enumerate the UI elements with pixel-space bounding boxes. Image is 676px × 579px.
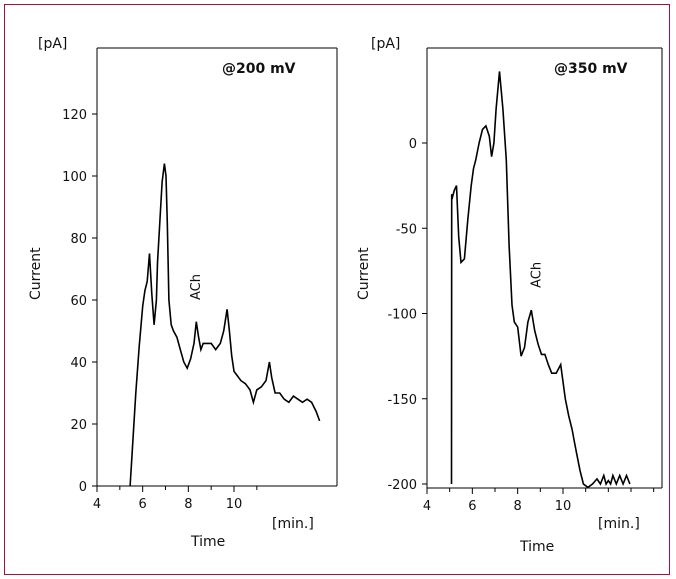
x-tick-label: 6 (468, 499, 476, 514)
x-tick-label: 6 (139, 497, 147, 512)
y-tick-label: 120 (62, 108, 87, 123)
x-tick-label: 10 (555, 499, 572, 514)
x-tick-label: 10 (226, 497, 243, 512)
x-tick-label: 8 (184, 497, 192, 512)
y-tick-label: -150 (387, 393, 417, 408)
y-tick-label: 100 (62, 170, 87, 185)
ach-annotation: ACh (529, 262, 544, 288)
y-tick-label: 0 (79, 480, 87, 495)
x-tick-label: 4 (93, 497, 101, 512)
x-axis-label: Time (190, 534, 225, 550)
x-unit-label: [min.] (598, 516, 640, 532)
y-tick-label: 40 (70, 356, 87, 371)
y-axis-label: Current (356, 247, 372, 300)
chart-panel-200mv: [pA] @200 mV [min.] Time Current 0 20 40 60… (28, 36, 338, 550)
ticks-group: 0 20 40 60 80 100 120 4 6 8 10 (62, 108, 258, 512)
x-tick-label: 4 (423, 499, 431, 514)
y-tick-label: -200 (387, 478, 417, 493)
y-tick-label: 0 (409, 137, 417, 152)
y-unit-label: [pA] (371, 36, 400, 52)
series-line (129, 163, 321, 487)
series-line (450, 71, 631, 489)
y-tick-label: -100 (387, 308, 417, 323)
y-tick-label: 60 (70, 294, 87, 309)
chart-title: @200 mV (222, 61, 296, 77)
y-tick-label: 80 (70, 232, 87, 247)
ticks-group: 0 -50 -100 -150 -200 4 6 8 10 (387, 137, 655, 514)
y-tick-label: -50 (396, 222, 417, 237)
y-axis-label: Current (28, 247, 44, 300)
y-unit-label: [pA] (38, 36, 67, 52)
chart-panel-350mv: [pA] @350 mV [min.] Time Current 0 -50 -10… (356, 36, 663, 555)
y-tick-label: 20 (70, 418, 87, 433)
x-axis-label: Time (519, 539, 554, 555)
ach-annotation: ACh (189, 274, 204, 300)
x-tick-label: 8 (514, 499, 522, 514)
x-unit-label: [min.] (272, 516, 314, 532)
chart-title: @350 mV (554, 61, 628, 77)
